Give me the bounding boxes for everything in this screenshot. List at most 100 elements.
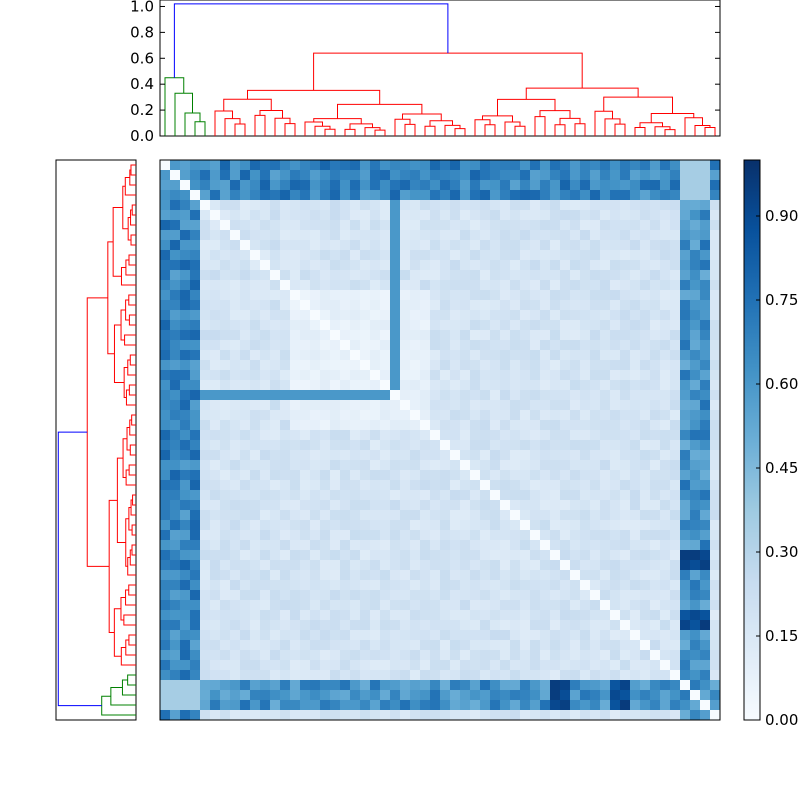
heatmap-cell (170, 560, 181, 571)
heatmap-cell (440, 250, 451, 261)
heatmap-cell (430, 420, 441, 431)
heatmap-cell (580, 220, 591, 231)
heatmap-cell (490, 620, 501, 631)
heatmap-cell (630, 560, 641, 571)
heatmap-cell (570, 580, 581, 591)
heatmap-cell (660, 280, 671, 291)
heatmap-cell (290, 490, 301, 501)
heatmap-cell (540, 350, 551, 361)
heatmap-cell (450, 360, 461, 371)
heatmap-cell (200, 670, 211, 681)
heatmap-cell (160, 370, 171, 381)
heatmap-cell (660, 230, 671, 241)
heatmap-cell (350, 270, 361, 281)
heatmap-cell (570, 570, 581, 581)
heatmap-cell (160, 410, 171, 421)
heatmap-cell (630, 340, 641, 351)
heatmap-cell (620, 680, 631, 691)
heatmap-cell (460, 670, 471, 681)
heatmap-cell (320, 400, 331, 411)
heatmap-cell (480, 370, 491, 381)
heatmap-cell (580, 210, 591, 221)
heatmap-cell (680, 340, 691, 351)
heatmap-cell (380, 560, 391, 571)
heatmap-cell (160, 440, 171, 451)
heatmap-cell (510, 630, 521, 641)
heatmap-cell (440, 510, 451, 521)
heatmap-cell (550, 610, 561, 621)
heatmap-cell (380, 600, 391, 611)
heatmap-cell (680, 160, 691, 171)
heatmap-cell (690, 170, 701, 181)
heatmap-cell (320, 550, 331, 561)
heatmap-cell (260, 710, 271, 721)
heatmap-cell (370, 650, 381, 661)
heatmap-cell (230, 710, 241, 721)
heatmap-cell (500, 460, 511, 471)
heatmap-cell (490, 350, 501, 361)
heatmap-cell (160, 360, 171, 371)
heatmap-cell (420, 710, 431, 721)
heatmap-cell (290, 350, 301, 361)
heatmap-cell (540, 370, 551, 381)
heatmap-cell (460, 370, 471, 381)
heatmap-cell (610, 450, 621, 461)
heatmap-cell (510, 260, 521, 271)
heatmap-cell (360, 590, 371, 601)
heatmap-cell (670, 390, 681, 401)
heatmap-cell (210, 460, 221, 471)
heatmap-cell (430, 160, 441, 171)
heatmap-cell (290, 660, 301, 671)
heatmap-cell (390, 590, 401, 601)
heatmap-cell (510, 430, 521, 441)
heatmap-cell (590, 290, 601, 301)
heatmap-cell (340, 170, 351, 181)
heatmap-cell (710, 660, 721, 671)
heatmap-cell (660, 680, 671, 691)
heatmap-cell (230, 690, 241, 701)
heatmap-cell (580, 320, 591, 331)
heatmap-cell (660, 450, 671, 461)
heatmap-cell (230, 240, 241, 251)
heatmap-cell (450, 190, 461, 201)
left-dendrogram-link (120, 267, 136, 286)
heatmap-cell (550, 190, 561, 201)
heatmap-cell (360, 640, 371, 651)
heatmap-cell (200, 280, 211, 291)
heatmap-cell (640, 670, 651, 681)
heatmap-cell (660, 670, 671, 681)
heatmap-cell (200, 160, 211, 171)
heatmap-cell (510, 680, 521, 691)
heatmap-cell (660, 430, 671, 441)
heatmap-cell (590, 220, 601, 231)
heatmap-cell (630, 610, 641, 621)
heatmap-cell (400, 180, 411, 191)
heatmap-cell (630, 520, 641, 531)
heatmap-cell (210, 650, 221, 661)
heatmap-cell (320, 210, 331, 221)
heatmap-cell (180, 530, 191, 541)
heatmap-cell (650, 300, 661, 311)
heatmap-cell (350, 480, 361, 491)
heatmap-cell (620, 330, 631, 341)
heatmap-cell (160, 230, 171, 241)
heatmap-cell (330, 200, 341, 211)
heatmap-cell (370, 260, 381, 271)
heatmap-cell (370, 500, 381, 511)
heatmap-cell (670, 640, 681, 651)
heatmap-cell (210, 200, 221, 211)
heatmap-cell (630, 310, 641, 321)
heatmap-cell (430, 550, 441, 561)
heatmap-cell (310, 250, 321, 261)
heatmap-cell (500, 260, 511, 271)
heatmap-cell (670, 560, 681, 571)
heatmap-cell (230, 660, 241, 671)
heatmap-cell (400, 160, 411, 171)
heatmap-cell (180, 660, 191, 671)
heatmap-cell (300, 450, 311, 461)
heatmap-cell (500, 340, 511, 351)
heatmap-cell (270, 560, 281, 571)
heatmap-cell (630, 420, 641, 431)
heatmap-cell (360, 250, 371, 261)
heatmap-cell (480, 420, 491, 431)
